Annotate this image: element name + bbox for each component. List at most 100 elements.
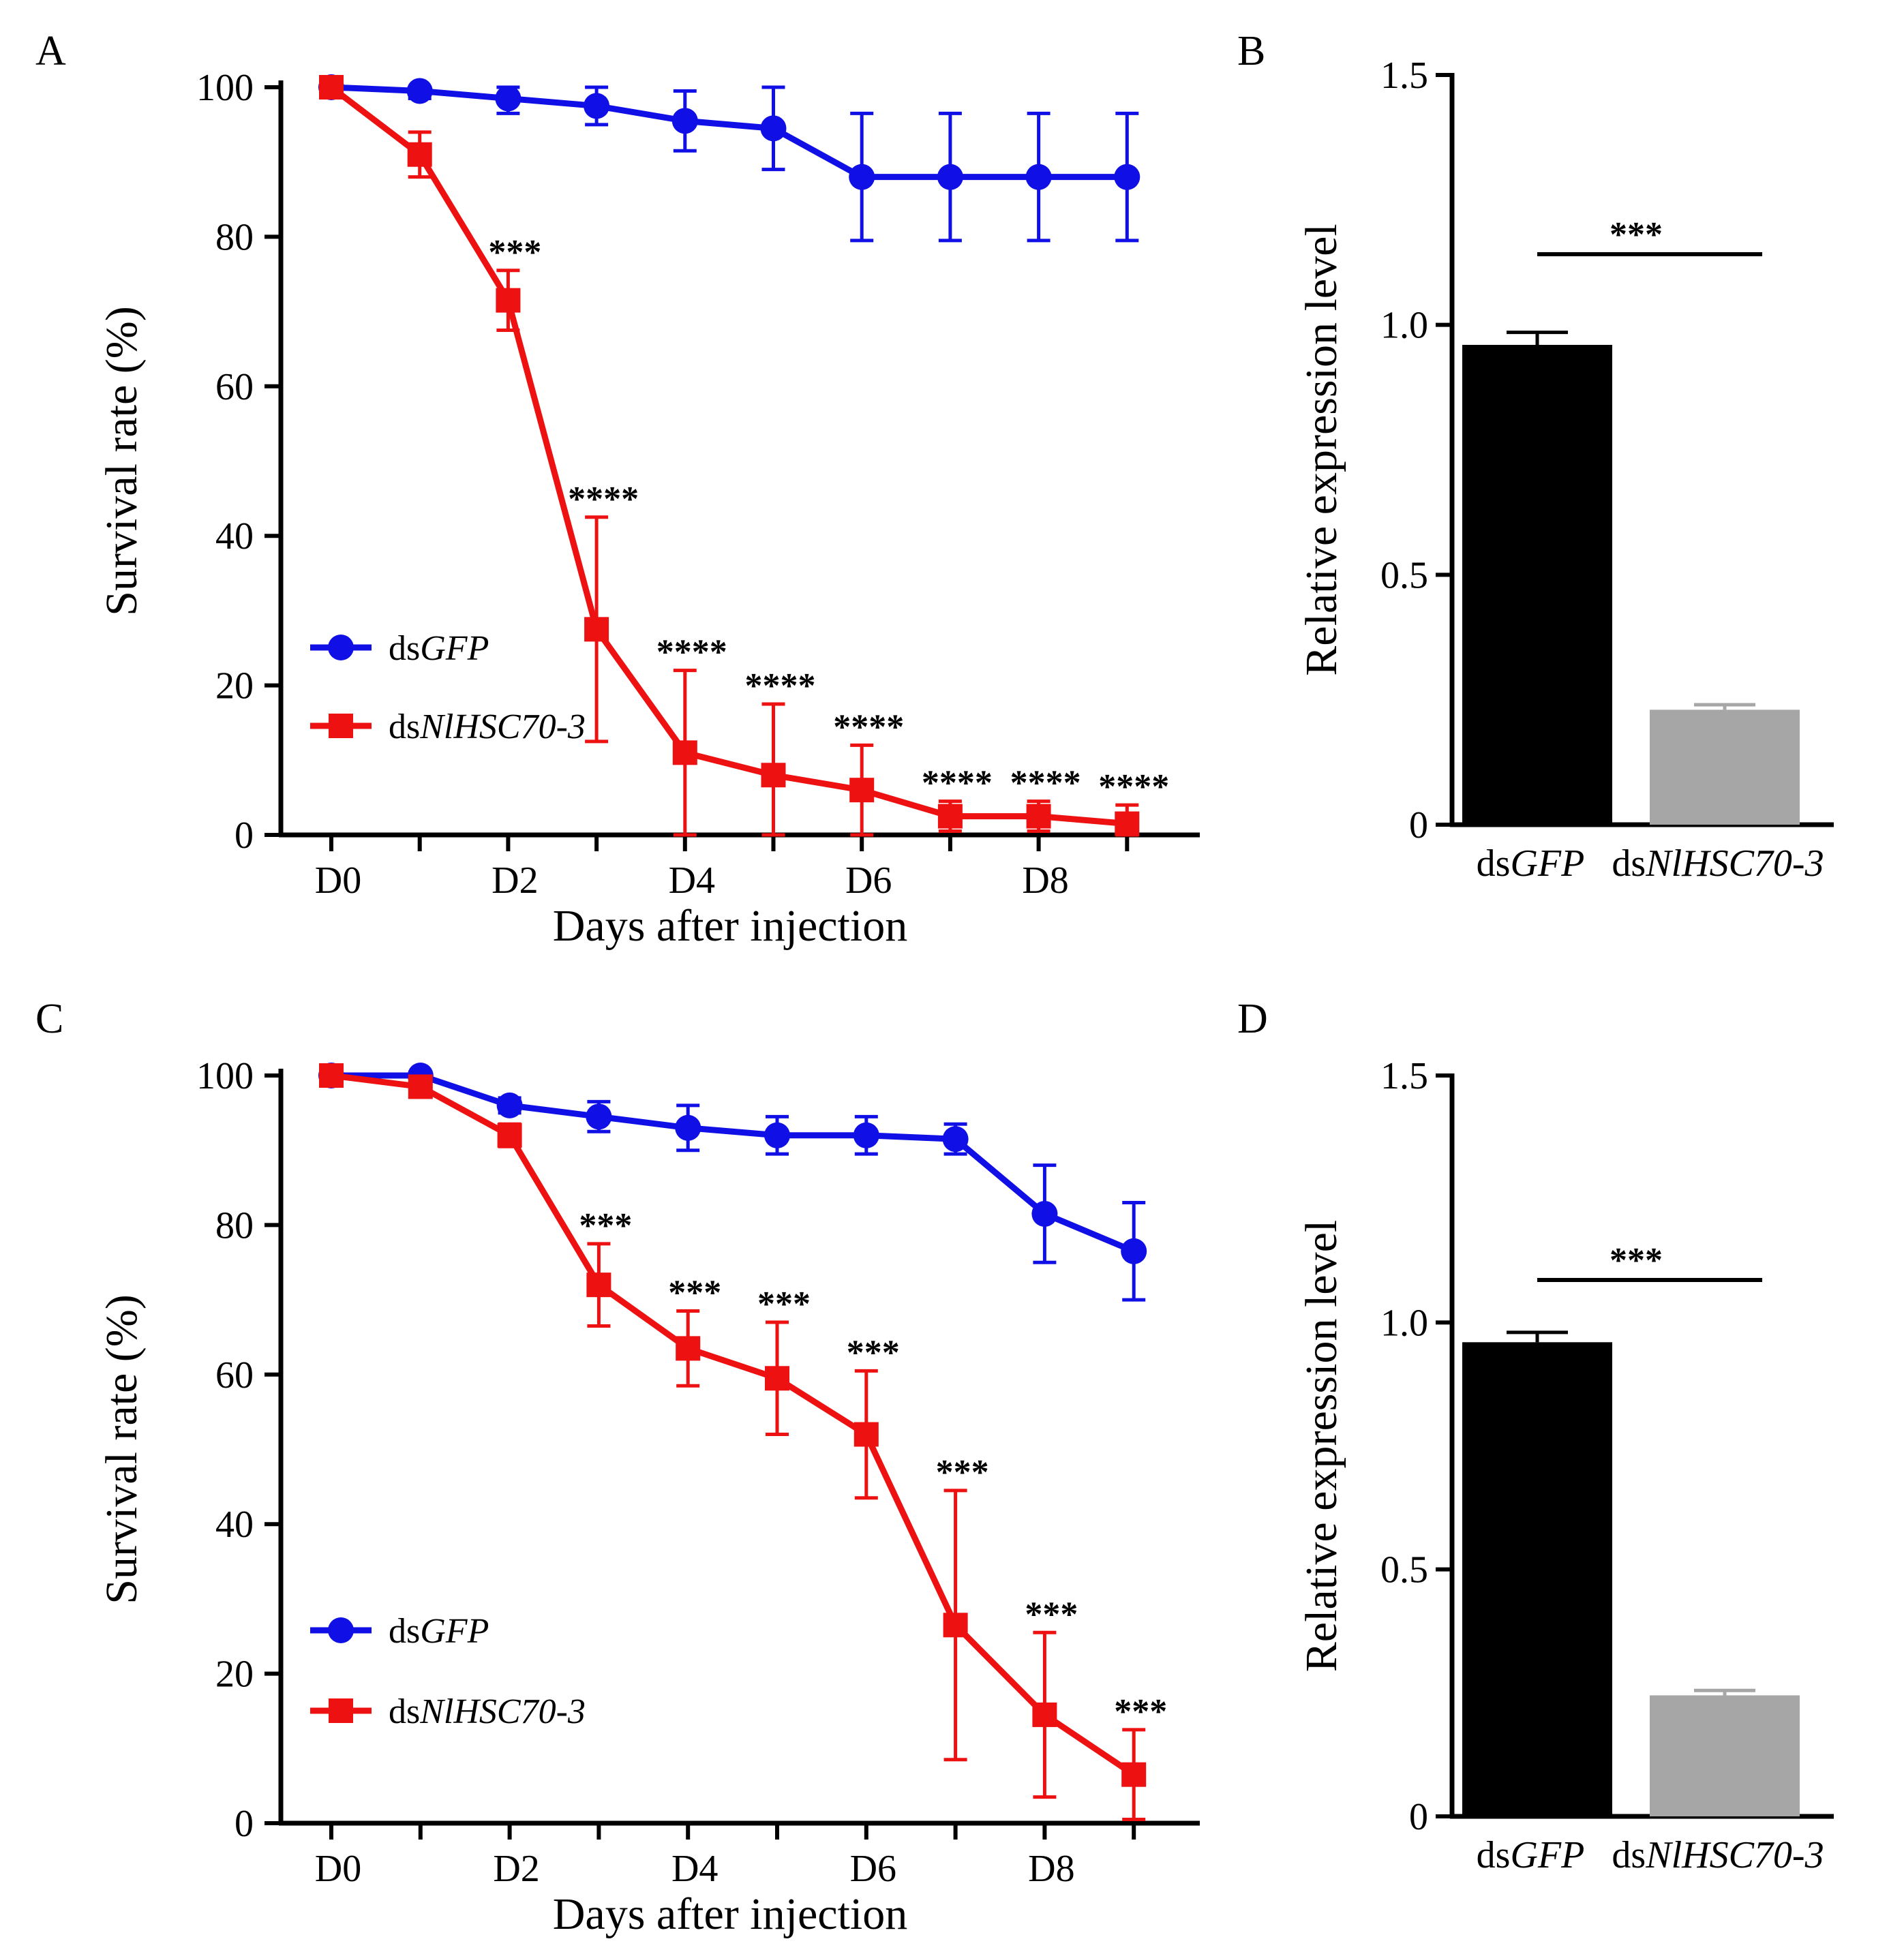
x-category-label-prefix: ds [1477,1834,1511,1876]
panel-letter: D [1237,996,1268,1042]
y-tick-label: 100 [196,1055,254,1097]
x-category-label-prefix: ds [1477,842,1511,885]
bar [1650,1695,1800,1816]
data-point-circle [853,1122,879,1148]
legend-label: dsNlHSC70-3 [389,707,586,746]
bar [1462,1342,1612,1816]
y-tick-label: 80 [215,1204,254,1247]
significance-mark: *** [847,1333,900,1372]
y-tick-label: 0 [235,1803,254,1845]
data-point-circle [496,1092,523,1118]
x-category-label-italic: GFP [1510,842,1584,885]
data-point-square [672,740,697,765]
x-category-label: dsGFP [1477,1834,1585,1876]
data-point-circle [1121,1238,1147,1264]
significance-mark: *** [579,1206,632,1245]
legend-label-italic: NlHSC70-3 [419,707,586,746]
data-point-circle [584,93,610,119]
data-point-square [943,1613,968,1638]
data-point-square [853,1422,879,1447]
y-tick-label: 0 [1409,804,1428,847]
data-point-circle [675,1114,701,1141]
x-axis-title: Days after injection [553,901,907,951]
y-tick-label: 0 [235,814,254,857]
legend-marker-square [329,714,353,738]
legend-item: dsNlHSC70-3 [310,1692,586,1731]
data-point-circle [1025,164,1052,190]
legend-label-italic: GFP [420,629,489,668]
panel-a-survival-chart: A 0 20 40 60 80 100 D0 D2 D4 D6 D8 Days after inject… [35,28,1200,951]
data-point-circle [849,164,875,190]
x-tick-label: D0 [315,859,361,902]
y-axis-title: Survival rate (%) [97,306,147,616]
series-line [329,85,1128,827]
x-tick-label: D2 [493,1848,539,1890]
x-category-label-prefix: ds [1612,1834,1646,1876]
data-point-circle [760,115,787,142]
legend-label-prefix: ds [389,629,420,668]
data-point-square [1026,804,1051,829]
panel-letter: C [35,996,63,1042]
significance-mark: **** [1010,764,1081,803]
x-category-label: dsGFP [1477,842,1585,885]
data-point-circle [586,1103,612,1130]
legend-label-prefix: ds [389,707,420,746]
data-point-square [584,617,609,642]
significance-mark: **** [656,633,727,672]
data-point-square [676,1336,701,1361]
legend-label: dsNlHSC70-3 [389,1692,586,1731]
y-tick-label: 1.0 [1380,305,1428,347]
data-point-square [761,763,786,788]
legend-label-prefix: ds [389,1692,420,1731]
y-tick-label: 60 [215,1354,254,1397]
x-tick-label: D0 [315,1848,361,1890]
significance-mark: *** [1610,215,1663,254]
y-tick-label: 20 [215,1653,254,1696]
x-tick-label: D6 [845,859,892,902]
y-axis-title: Survival rate (%) [97,1294,147,1604]
significance-mark: **** [1098,767,1169,806]
legend-label: dsGFP [389,629,489,668]
x-category-label: dsNlHSC70-3 [1612,842,1824,885]
x-category-label: dsNlHSC70-3 [1612,1834,1824,1876]
legend-label-italic: GFP [420,1612,489,1651]
y-tick-label: 60 [215,366,254,408]
legend-item: dsGFP [310,629,489,668]
x-category-label-italic: GFP [1510,1834,1584,1876]
y-axis-title: Relative expression level [1297,1220,1346,1672]
legend-label: dsGFP [389,1612,489,1651]
y-tick-label: 0.5 [1380,554,1428,596]
y-tick-label: 100 [196,67,254,109]
x-category-label-italic: NlHSC70-3 [1645,842,1824,885]
significance-mark: *** [1025,1595,1078,1634]
significance-mark: **** [745,667,816,705]
data-point-circle [1031,1200,1058,1227]
significance-mark: **** [833,707,904,746]
data-point-circle [942,1126,969,1153]
y-tick-label: 80 [215,216,254,258]
data-point-circle [937,164,963,190]
legend-item: dsGFP [310,1612,489,1651]
x-tick-label: D6 [850,1848,896,1890]
legend-label-italic: NlHSC70-3 [419,1692,586,1731]
data-point-square [586,1272,611,1298]
data-point-circle [1114,164,1140,190]
data-point-square [1121,1762,1147,1787]
y-tick-label: 20 [215,665,254,707]
bar [1650,710,1800,825]
bar [1462,345,1612,825]
y-tick-label: 40 [215,515,254,558]
significance-mark: *** [936,1453,989,1492]
legend-item: dsNlHSC70-3 [310,707,586,746]
significance-mark: *** [488,233,541,272]
y-tick-label: 1.5 [1380,55,1428,97]
series-line [331,84,1128,181]
x-axis-title: Days after injection [553,1889,907,1939]
series-dsGFP [318,74,1140,243]
y-tick-label: 1.5 [1380,1055,1428,1097]
data-point-square [407,142,432,167]
x-tick-label: D2 [492,859,538,902]
